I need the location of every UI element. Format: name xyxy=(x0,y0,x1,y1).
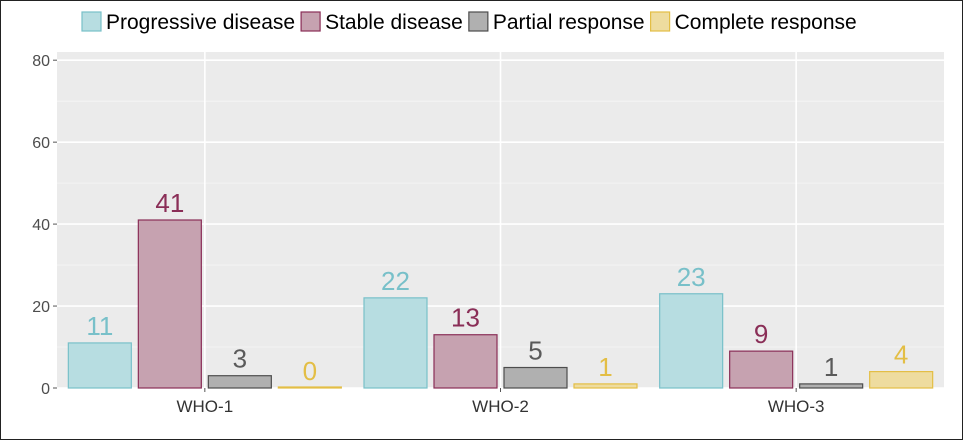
data-label: 22 xyxy=(381,266,410,296)
bar xyxy=(869,371,934,389)
data-label: 1 xyxy=(598,352,612,382)
legend-label: Partial response xyxy=(493,11,645,34)
x-tick-label: WHO-3 xyxy=(768,397,825,416)
legend-swatch xyxy=(300,11,321,32)
y-tick-label: 40 xyxy=(32,217,50,234)
data-label: 13 xyxy=(451,303,480,333)
bar xyxy=(729,350,794,389)
data-label: 41 xyxy=(155,188,184,218)
bar xyxy=(799,383,864,389)
x-tick-label: WHO-1 xyxy=(176,397,233,416)
bar xyxy=(207,375,272,389)
bar xyxy=(573,383,638,389)
legend-label: Progressive disease xyxy=(106,11,295,34)
bar xyxy=(67,342,132,389)
legend-swatch xyxy=(468,11,489,32)
data-label: 0 xyxy=(303,356,317,386)
bar xyxy=(433,334,498,389)
bar xyxy=(659,293,724,389)
data-label: 9 xyxy=(754,319,768,349)
data-label: 4 xyxy=(894,340,908,370)
bar xyxy=(363,297,428,389)
data-label: 11 xyxy=(86,311,113,341)
legend-swatch xyxy=(650,11,671,32)
bar xyxy=(277,386,342,389)
y-tick-label: 80 xyxy=(32,53,50,70)
data-label: 3 xyxy=(233,344,247,374)
x-tick-label: WHO-2 xyxy=(472,397,529,416)
y-tick-label: 60 xyxy=(32,135,50,152)
data-label: 1 xyxy=(824,352,838,382)
legend-swatch xyxy=(81,11,102,32)
bar xyxy=(503,366,568,389)
y-tick-label: 0 xyxy=(41,381,50,398)
data-label: 23 xyxy=(677,262,706,292)
legend-label: Complete response xyxy=(675,11,857,34)
data-label: 5 xyxy=(528,336,542,366)
legend-label: Stable disease xyxy=(325,11,463,34)
bar xyxy=(137,219,202,389)
y-tick-label: 20 xyxy=(32,299,50,316)
